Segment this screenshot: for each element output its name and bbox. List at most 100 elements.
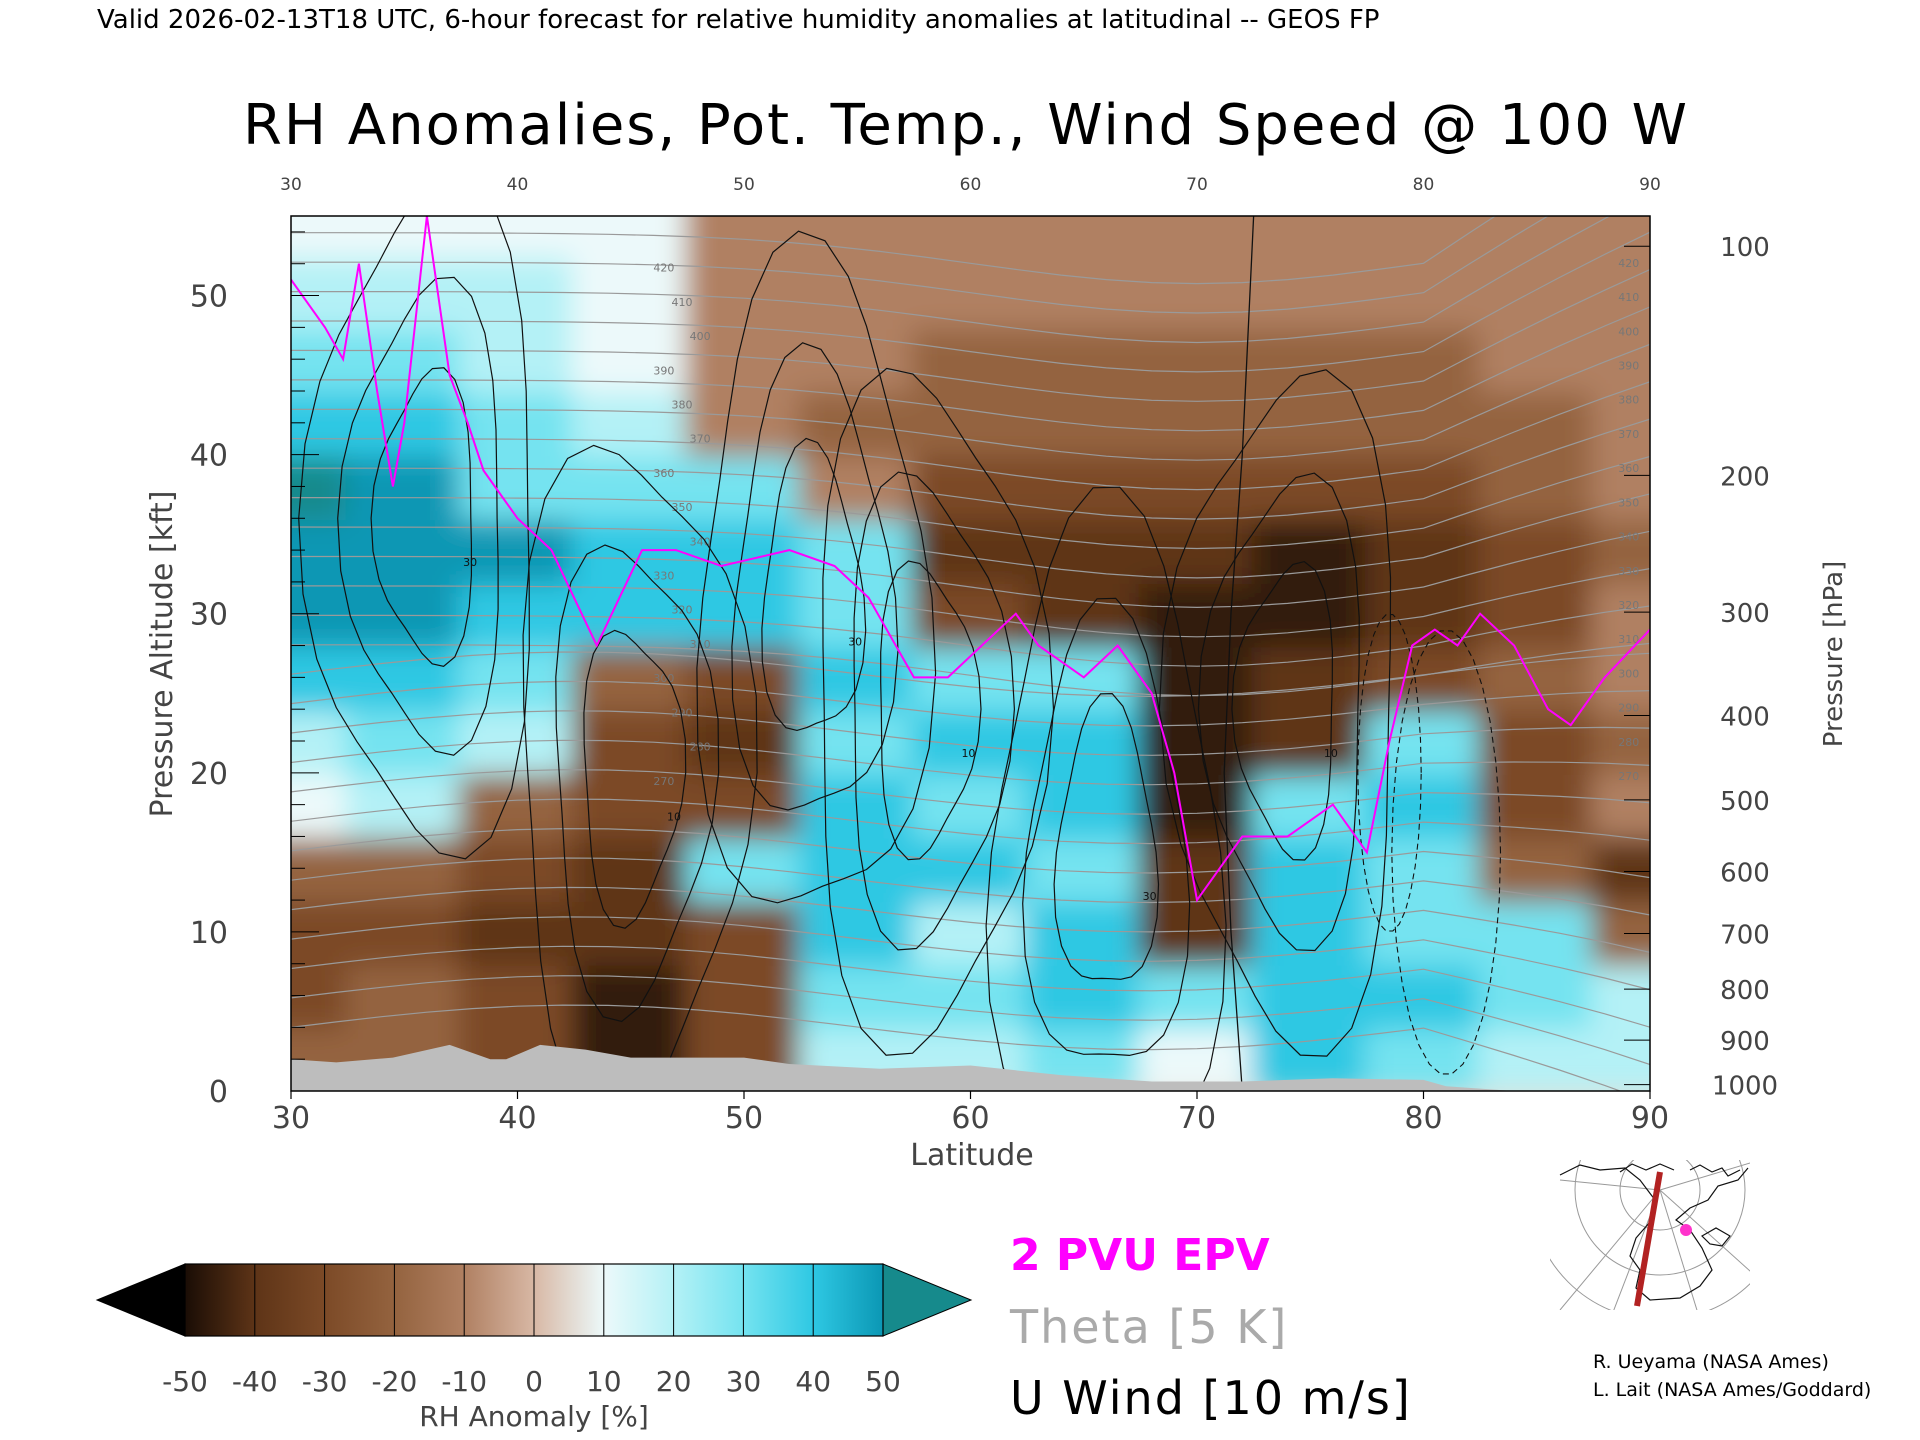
- x-tick-label: 30: [272, 1101, 310, 1136]
- pressure-tick-label: 900: [1720, 1027, 1770, 1057]
- rh-cell: [345, 898, 463, 966]
- wind-contour: [731, 342, 899, 811]
- rh-cell: [798, 325, 916, 393]
- colorbar-tick-label: 20: [656, 1365, 692, 1398]
- rh-cell: [1591, 389, 1650, 457]
- colorbar-label: RH Anomaly [%]: [419, 1400, 649, 1433]
- rh-cell: [685, 516, 803, 584]
- wind-contour-negative: [1391, 630, 1502, 1075]
- rh-cell: [1138, 389, 1256, 457]
- rh-cell: [458, 516, 577, 584]
- x-top-tick-label: 40: [507, 175, 529, 195]
- colorbar-tick-label: -10: [441, 1365, 487, 1398]
- rh-cell: [345, 579, 463, 648]
- terrain: [291, 1044, 1650, 1091]
- rh-cell: [1138, 770, 1256, 839]
- wind-contour: [1022, 597, 1191, 1057]
- rh-cell: [291, 216, 350, 258]
- rh-cell: [1025, 216, 1143, 258]
- theta-line: [291, 381, 1650, 491]
- rh-cell: [572, 452, 690, 521]
- zero-wind-line: [1223, 216, 1255, 1091]
- rh-cell: [798, 770, 916, 839]
- theta-line: [291, 642, 1650, 697]
- rh-cell: [1251, 516, 1369, 584]
- pv2-line: [291, 216, 1650, 903]
- colorbar-bin: [394, 1264, 465, 1336]
- colorbar-bin: [673, 1264, 744, 1336]
- rh-cell: [1251, 643, 1369, 712]
- theta-label: 410: [672, 296, 693, 309]
- rh-cell: [685, 389, 803, 457]
- theta-label: 420: [653, 262, 674, 275]
- rh-cell: [1025, 325, 1143, 393]
- theta-label: 340: [1618, 531, 1639, 544]
- theta-line: [291, 769, 1650, 815]
- wind-label: 10: [1324, 747, 1338, 760]
- x-top-tick-label: 60: [960, 175, 982, 195]
- rh-cell: [1364, 452, 1483, 521]
- rh-cell: [1251, 253, 1369, 330]
- wind-contour: [1197, 472, 1360, 952]
- pressure-tick-label: 400: [1720, 703, 1770, 733]
- rh-cell: [1478, 898, 1596, 966]
- rh-cell: [345, 516, 463, 584]
- theta-label: 380: [672, 399, 693, 412]
- x-tick-label: 60: [951, 1101, 989, 1136]
- theta-line: [291, 455, 1650, 550]
- theta-label: 280: [690, 741, 711, 754]
- theta-label: 320: [1618, 599, 1639, 612]
- x-tick-label: 90: [1631, 1101, 1669, 1136]
- pressure-tick-label: 1000: [1712, 1072, 1778, 1102]
- theta-label: 340: [690, 535, 711, 548]
- y-tick-label: 20: [190, 757, 228, 792]
- wind-contour: [337, 276, 499, 756]
- legend-theta: Theta [5 K]: [1009, 1300, 1288, 1354]
- theta-line: [291, 568, 1650, 638]
- theta-label: 270: [653, 775, 674, 788]
- theta-label: 400: [690, 330, 711, 343]
- rh-anomaly-cells: [291, 216, 1650, 1091]
- rh-cell: [911, 834, 1030, 903]
- pressure-tick-label: 600: [1720, 858, 1770, 888]
- rh-cell: [1364, 325, 1483, 393]
- y-axis-label: Pressure Altitude [kft]: [145, 491, 180, 818]
- rh-cell: [911, 389, 1030, 457]
- theta-line: [291, 268, 1650, 402]
- theta-line: [291, 418, 1650, 520]
- rh-cell: [1364, 389, 1483, 457]
- x-tick-label: 50: [725, 1101, 763, 1136]
- wind-contour: [1158, 369, 1392, 1057]
- theta-label: 370: [1618, 428, 1639, 441]
- rh-cell: [1251, 770, 1369, 839]
- theta-line: [291, 739, 1650, 786]
- rh-cell: [798, 707, 916, 775]
- x-top-tick-label: 90: [1639, 175, 1661, 195]
- inset-map: [1550, 1160, 1750, 1310]
- legend-pv: 2 PVU EPV: [1010, 1230, 1270, 1281]
- colorbar-bin: [464, 1264, 535, 1336]
- rh-cell: [1591, 452, 1650, 521]
- theta-label: 350: [1618, 496, 1639, 509]
- rh-cell: [345, 452, 463, 521]
- x-axis-label: Latitude: [910, 1138, 1033, 1173]
- colorbar-tick-label: 30: [726, 1365, 762, 1398]
- rh-cell: [458, 452, 577, 521]
- wind-contour-negative: [1357, 614, 1422, 932]
- rh-cell: [1251, 707, 1369, 775]
- rh-cell: [458, 898, 577, 966]
- theta-label: 290: [1618, 702, 1639, 715]
- colorbar-tick-label: 10: [586, 1365, 622, 1398]
- theta-line: [291, 916, 1650, 991]
- y-tick-label: 0: [209, 1075, 228, 1110]
- wind-contour: [370, 367, 472, 667]
- theta-label: 290: [672, 706, 693, 719]
- rh-cell: [1025, 253, 1143, 330]
- wind-contour: [761, 437, 867, 732]
- x-top-tick-label: 70: [1186, 175, 1208, 195]
- rh-cell: [1138, 643, 1256, 712]
- rh-cell: [458, 216, 577, 258]
- theta-label: 420: [1618, 257, 1639, 270]
- y-axis-right: 100 200 300 400 500 600 700 800 900 1000: [1624, 233, 1778, 1102]
